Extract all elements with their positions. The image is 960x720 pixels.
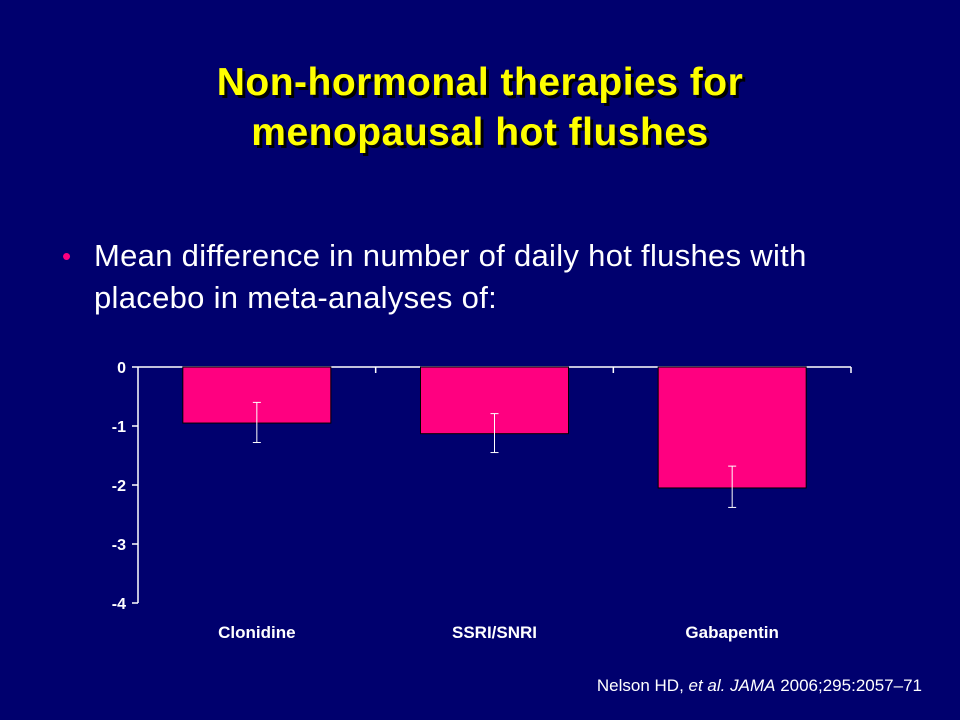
citation-details: 2006;295:2057–71 <box>780 676 922 695</box>
citation-etal: et al. <box>688 676 726 695</box>
bullet-dot-icon: • <box>62 241 72 271</box>
y-tick-label: -3 <box>112 537 126 554</box>
y-tick-label: -4 <box>112 596 126 613</box>
title-line-2: menopausal hot flushes <box>251 111 709 154</box>
category-label: SSRI/SNRI <box>452 623 537 642</box>
citation-authors: Nelson HD, <box>596 676 689 695</box>
y-tick-label: 0 <box>117 360 126 377</box>
slide-title: Non-hormonal therapies for menopausal ho… <box>0 58 960 158</box>
citation-journal: JAMA <box>730 676 776 695</box>
y-tick-label: -2 <box>112 478 126 495</box>
category-label: Gabapentin <box>685 623 779 642</box>
citation: Nelson HD, et al. JAMA 2006;295:2057–71 <box>597 676 922 696</box>
bullet-text: Mean difference in number of daily hot f… <box>94 238 807 315</box>
category-label: Clonidine <box>218 623 295 642</box>
title-line-1: Non-hormonal therapies for <box>216 61 744 104</box>
y-tick-label: -1 <box>112 419 126 436</box>
